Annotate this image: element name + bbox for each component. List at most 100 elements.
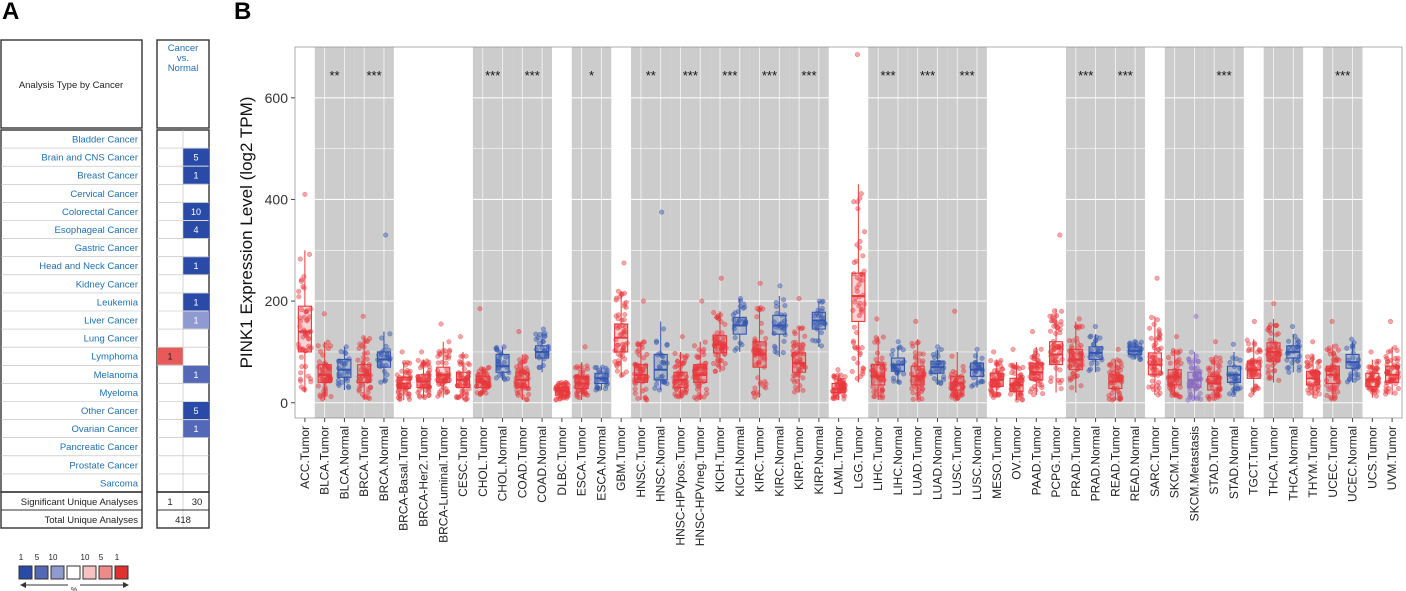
data-point <box>912 350 918 356</box>
outlier-point <box>699 298 705 304</box>
data-point <box>1036 382 1042 388</box>
data-point <box>1333 343 1339 349</box>
data-point <box>1255 385 1261 391</box>
data-point <box>435 360 441 366</box>
data-point <box>740 305 746 311</box>
under-expression-cell <box>183 311 209 329</box>
data-point <box>1366 386 1373 392</box>
data-point <box>406 391 412 397</box>
cancer-vs-normal-header-1: Cancer <box>168 43 199 54</box>
data-point <box>916 394 922 400</box>
data-point <box>720 365 726 371</box>
x-tick-label: LUSC.Tumor <box>950 426 964 496</box>
data-point <box>955 395 961 401</box>
shaded-group <box>710 47 750 418</box>
cancer-type-label: Melanoma <box>94 370 139 381</box>
data-point <box>658 374 664 380</box>
shaded-group <box>314 47 355 418</box>
x-tick-label: ESCA.Tumor <box>575 426 589 496</box>
x-tick-label: SKCM.Tumor <box>1168 426 1182 498</box>
data-point <box>307 251 313 257</box>
shaded-group <box>947 47 987 418</box>
cancer-vs-normal-header-2: vs. <box>177 53 189 64</box>
data-point <box>763 335 769 342</box>
data-point <box>1078 383 1084 389</box>
data-point <box>1274 322 1280 328</box>
data-point <box>800 325 806 331</box>
data-point <box>1309 353 1315 359</box>
data-point <box>615 358 621 364</box>
data-point <box>1316 358 1322 365</box>
data-point <box>1257 348 1263 355</box>
data-point <box>382 378 388 384</box>
data-point <box>703 386 710 392</box>
outlier-point <box>360 313 366 319</box>
x-tick-label: HNSC-HPVpos.Tumor <box>673 426 687 546</box>
data-point <box>515 392 521 398</box>
data-point <box>915 339 921 345</box>
data-point <box>1210 360 1216 366</box>
x-tick-label: KIRC.Normal <box>772 426 786 497</box>
data-point <box>360 365 367 371</box>
data-point <box>1267 337 1273 343</box>
data-point <box>1304 354 1310 360</box>
significance-marker: *** <box>762 68 777 83</box>
data-point <box>1058 319 1064 325</box>
data-point <box>477 390 483 396</box>
data-point <box>1156 379 1162 386</box>
data-point <box>297 256 303 262</box>
data-point <box>328 343 334 349</box>
data-point <box>621 331 628 337</box>
data-point <box>701 352 707 358</box>
outlier-point <box>1230 341 1236 347</box>
x-tick-label: BRCA.Tumor <box>357 426 371 497</box>
data-point <box>662 379 668 385</box>
under-count: 1 <box>193 171 198 181</box>
outlier-point <box>1368 349 1374 355</box>
data-point <box>1331 351 1337 357</box>
outlier-point <box>563 379 569 385</box>
x-tick-label: LUAD.Normal <box>930 426 944 500</box>
data-point <box>345 383 351 390</box>
data-point <box>1217 363 1223 370</box>
data-point <box>1076 344 1082 350</box>
significant-label: Significant Unique Analyses <box>21 497 138 508</box>
outlier-point <box>1212 339 1218 345</box>
data-point <box>1059 308 1065 314</box>
x-tick-label: LUSC.Normal <box>970 426 984 500</box>
y-tick-label: 0 <box>280 395 288 411</box>
data-point <box>858 373 864 380</box>
data-point <box>315 343 321 349</box>
data-point <box>635 340 641 346</box>
data-point <box>1295 357 1301 363</box>
data-point <box>1076 325 1082 331</box>
data-point <box>296 288 302 294</box>
outlier-point <box>974 346 980 352</box>
data-point <box>860 368 866 374</box>
data-point <box>1165 355 1172 361</box>
data-point <box>632 386 638 392</box>
cancer-type-label: Sarcoma <box>100 478 139 489</box>
cancer-type-label: Colorectal Cancer <box>62 207 138 218</box>
data-point <box>838 372 844 378</box>
x-tick-label: LAML.Tumor <box>832 426 846 495</box>
data-point <box>661 326 667 332</box>
data-point <box>781 338 787 344</box>
data-point <box>791 329 798 335</box>
under-expression-cell <box>183 202 209 220</box>
shaded-group <box>907 47 948 418</box>
data-point <box>384 372 390 378</box>
outlier-point <box>659 209 665 215</box>
data-point <box>576 395 582 401</box>
data-point <box>1107 369 1113 375</box>
data-point <box>910 390 916 396</box>
data-point <box>1116 390 1122 396</box>
significance-marker: *** <box>1335 68 1350 83</box>
box <box>297 305 312 353</box>
data-point <box>416 393 422 399</box>
data-point <box>298 278 304 284</box>
data-point <box>1067 377 1073 383</box>
data-point <box>356 345 362 351</box>
total-label: Total Unique Analyses <box>45 515 139 526</box>
data-point <box>1147 325 1153 331</box>
